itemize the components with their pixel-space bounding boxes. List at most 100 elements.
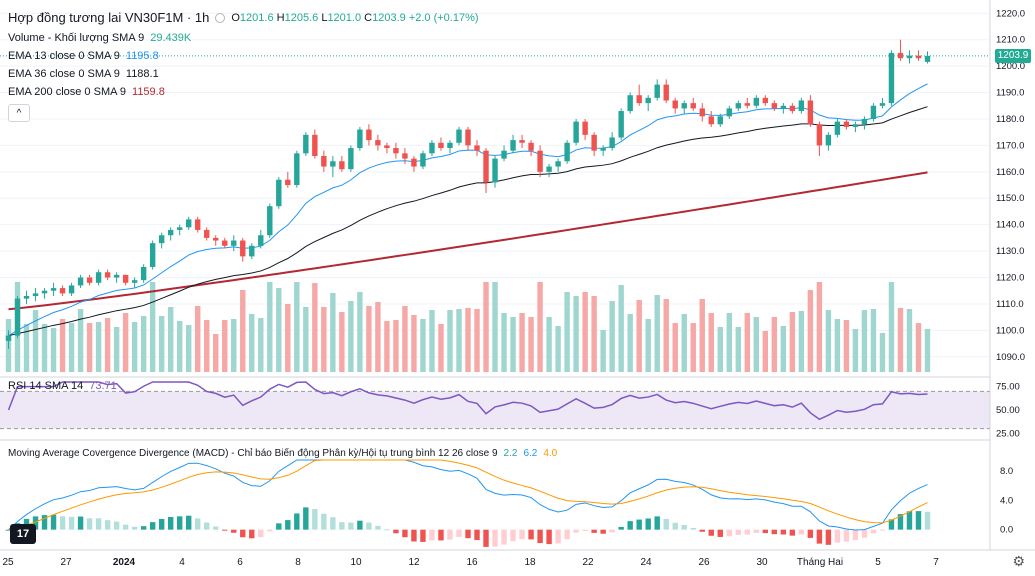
- candle-body: [537, 150, 543, 172]
- volume-bar: [32, 310, 39, 372]
- volume-bar: [167, 307, 174, 372]
- candle-body: [627, 95, 633, 112]
- candle-body: [492, 158, 498, 183]
- candle: [600, 145, 606, 156]
- macd-pane: [5, 459, 931, 547]
- price-axis[interactable]: 1220.0 1210.0 1200.0 1190.0 1180.0 1170.0 1160…: [996, 8, 1025, 363]
- candle-body: [771, 103, 778, 109]
- candle-body: [609, 137, 615, 149]
- candle-body: [870, 105, 877, 119]
- time-tick-label: 24: [640, 557, 652, 568]
- candle: [185, 216, 192, 230]
- candle-body: [906, 55, 913, 59]
- ema200-legend[interactable]: EMA 200 close 0 SMA 9 1159.8: [8, 86, 165, 98]
- candle: [294, 150, 300, 188]
- ema200-line: [8, 171, 928, 311]
- macd-histogram-bar: [609, 529, 615, 533]
- chevron-up-icon: ^: [16, 107, 22, 119]
- candle: [780, 103, 787, 114]
- candle: [240, 237, 246, 262]
- candle-body: [717, 116, 723, 125]
- macd-histogram-bar: [492, 529, 498, 547]
- macd-histogram-bar: [816, 529, 823, 544]
- volume-bar: [600, 330, 606, 372]
- gear-icon[interactable]: ⚙: [1012, 553, 1025, 569]
- candle-body: [654, 84, 660, 98]
- candle: [627, 92, 633, 114]
- ema36-legend[interactable]: EMA 36 close 0 SMA 9 1188.1: [8, 68, 159, 80]
- candle-body: [600, 148, 606, 151]
- candle-body: [59, 288, 66, 294]
- candle-body: [285, 179, 291, 186]
- candle: [5, 330, 12, 349]
- macd-histogram-bar: [789, 529, 796, 536]
- macd-tick-label: 0.0: [1000, 525, 1013, 536]
- volume-bar: [366, 306, 372, 372]
- macd-histogram-bar: [735, 529, 741, 535]
- price-tick-label: 1100.0: [996, 325, 1024, 336]
- macd-histogram-bar: [357, 520, 363, 530]
- candles: [5, 39, 931, 349]
- candle: [204, 227, 210, 241]
- symbol-title[interactable]: Hợp đồng tương lai VN30F1M · 1h: [8, 10, 210, 25]
- volume-bar: [762, 331, 769, 372]
- time-tick-label: 12: [408, 557, 420, 568]
- rsi-pane: [0, 381, 990, 430]
- price-tick-label: 1220.0: [996, 8, 1025, 19]
- rsi-axis[interactable]: 75.00 50.00 25.00: [996, 382, 1020, 440]
- volume-bar: [86, 323, 93, 372]
- macd-histogram-bar: [924, 511, 931, 530]
- candle-body: [645, 97, 651, 104]
- macd-histogram-bar: [636, 519, 642, 530]
- volume-bar: [285, 304, 291, 372]
- macd-histogram-bar: [564, 529, 570, 540]
- volume-bar: [113, 327, 120, 372]
- tradingview-logo[interactable]: 17: [10, 524, 36, 544]
- macd-histogram-bar: [267, 529, 273, 532]
- candle: [690, 97, 696, 112]
- candle: [402, 148, 408, 164]
- macd-histogram-bar: [204, 522, 210, 530]
- candle-body: [726, 108, 732, 117]
- volume-bar: [312, 283, 318, 372]
- macd-tick-label: 8.0: [1000, 466, 1013, 477]
- macd-histogram-bar: [402, 529, 408, 538]
- price-tick-label: 1190.0: [996, 88, 1024, 99]
- time-axis[interactable]: 25 27 2024 4 6 8 10 12 16 18 22 24 26 30 Tháng Hai 5 7: [2, 557, 939, 568]
- volume-legend[interactable]: Volume - Khối lượng SMA 9 29.439K: [8, 32, 192, 44]
- candle-body: [176, 227, 183, 230]
- rsi-tick-label: 75.00: [996, 382, 1020, 393]
- macd-histogram-bar: [708, 529, 714, 536]
- candle: [492, 155, 498, 188]
- symbol-legend[interactable]: Hợp đồng tương lai VN30F1M · 1h O1201.6 …: [8, 10, 479, 25]
- candle-body: [528, 142, 534, 151]
- candle: [411, 155, 417, 172]
- candle-body: [131, 280, 138, 283]
- candle-body: [276, 179, 282, 207]
- collapse-legend-button[interactable]: ^: [8, 104, 30, 122]
- ema13-legend[interactable]: EMA 13 close 0 SMA 9 1195.8: [8, 50, 159, 62]
- candle: [465, 126, 471, 151]
- macd-axis[interactable]: 8.0 4.0 0.0: [1000, 466, 1013, 536]
- candle: [816, 121, 823, 156]
- ohlc-values: O1201.6 H1205.6 L1201.0 C1203.9 +2.0 (+0…: [231, 11, 479, 24]
- candle-body: [185, 219, 192, 228]
- candle: [104, 269, 111, 281]
- volume-bar: [77, 309, 84, 372]
- candle-body: [348, 148, 354, 170]
- macd-histogram-bar: [456, 529, 462, 537]
- volume-bar: [411, 315, 417, 372]
- volume-bar: [474, 309, 480, 372]
- candle-body: [690, 103, 696, 109]
- macd-histogram-bar: [231, 529, 237, 533]
- candle: [393, 142, 399, 159]
- macd-legend[interactable]: Moving Average Covergence Divergence (MA…: [8, 448, 558, 459]
- volume-bar: [41, 324, 48, 372]
- volume-bar: [519, 313, 525, 372]
- volume-bar: [240, 290, 246, 372]
- rsi-legend[interactable]: RSI 14 SMA 14 73.71: [8, 380, 117, 392]
- candle: [546, 163, 552, 178]
- candle: [753, 95, 760, 109]
- candle-body: [339, 161, 345, 170]
